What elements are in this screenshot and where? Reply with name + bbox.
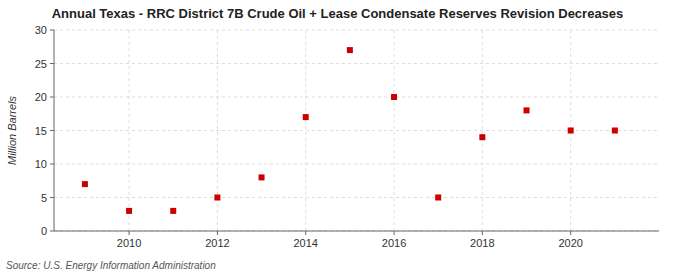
- x-tick: [394, 231, 395, 235]
- y-tick: [50, 231, 54, 232]
- chart-container: 2010 2012 2014 2016 2018 2020 0 5 10 15 20 25 30 Mill…: [0, 0, 675, 275]
- x-tick: [570, 231, 571, 235]
- point: [126, 208, 132, 214]
- x-tick-label: 2020: [558, 237, 582, 249]
- axes: 2010 2012 2014 2016 2018 2020 0 5 10 15 20 25 30 Mill…: [6, 24, 659, 249]
- y-grid-line: [54, 63, 659, 64]
- x-tick: [129, 231, 130, 235]
- x-tick-label: 2018: [470, 237, 494, 249]
- y-tick: [50, 97, 54, 98]
- point: [303, 114, 309, 120]
- y-tick: [50, 63, 54, 64]
- x-grid-line: [394, 30, 395, 231]
- point: [524, 107, 530, 113]
- y-tick-label: 5: [41, 192, 47, 204]
- chart-title: Annual Texas - RRC District 7B Crude Oil…: [52, 6, 624, 21]
- y-grid-line: [54, 197, 659, 198]
- y-grid-line: [54, 30, 659, 31]
- grid: [54, 30, 659, 231]
- point: [479, 134, 485, 140]
- y-tick: [50, 30, 54, 31]
- point: [214, 195, 220, 201]
- points: [82, 47, 618, 214]
- point: [347, 47, 353, 53]
- y-tick: [50, 197, 54, 198]
- x-grid-line: [217, 30, 218, 231]
- x-grid-line: [129, 30, 130, 231]
- x-axis-line: [54, 231, 659, 232]
- y-grid-line: [54, 97, 659, 98]
- y-tick: [50, 130, 54, 131]
- y-tick: [50, 164, 54, 165]
- point: [435, 195, 441, 201]
- x-tick: [482, 231, 483, 235]
- point: [259, 174, 265, 180]
- y-grid-line: [54, 164, 659, 165]
- x-tick-label: 2016: [382, 237, 406, 249]
- chart-svg: 2010 2012 2014 2016 2018 2020 0 5 10 15 20 25 30 Mill…: [0, 0, 675, 275]
- point: [82, 181, 88, 187]
- y-tick-label: 30: [35, 24, 47, 36]
- point: [612, 128, 618, 134]
- x-tick-label: 2014: [293, 237, 317, 249]
- x-tick: [217, 231, 218, 235]
- source-annotation: Source: U.S. Energy Information Administ…: [6, 260, 216, 271]
- y-grid-line: [54, 231, 659, 232]
- point: [568, 128, 574, 134]
- y-tick-label: 20: [35, 91, 47, 103]
- y-tick-label: 10: [35, 158, 47, 170]
- point: [170, 208, 176, 214]
- y-tick-label: 15: [35, 125, 47, 137]
- y-tick-label: 25: [35, 58, 47, 70]
- x-tick: [305, 231, 306, 235]
- x-tick-label: 2012: [205, 237, 229, 249]
- point: [391, 94, 397, 100]
- x-grid-line: [482, 30, 483, 231]
- y-tick-label: 0: [41, 225, 47, 237]
- x-tick-label: 2010: [117, 237, 141, 249]
- x-grid-line: [305, 30, 306, 231]
- y-axis-label: Million Barrels: [6, 95, 18, 165]
